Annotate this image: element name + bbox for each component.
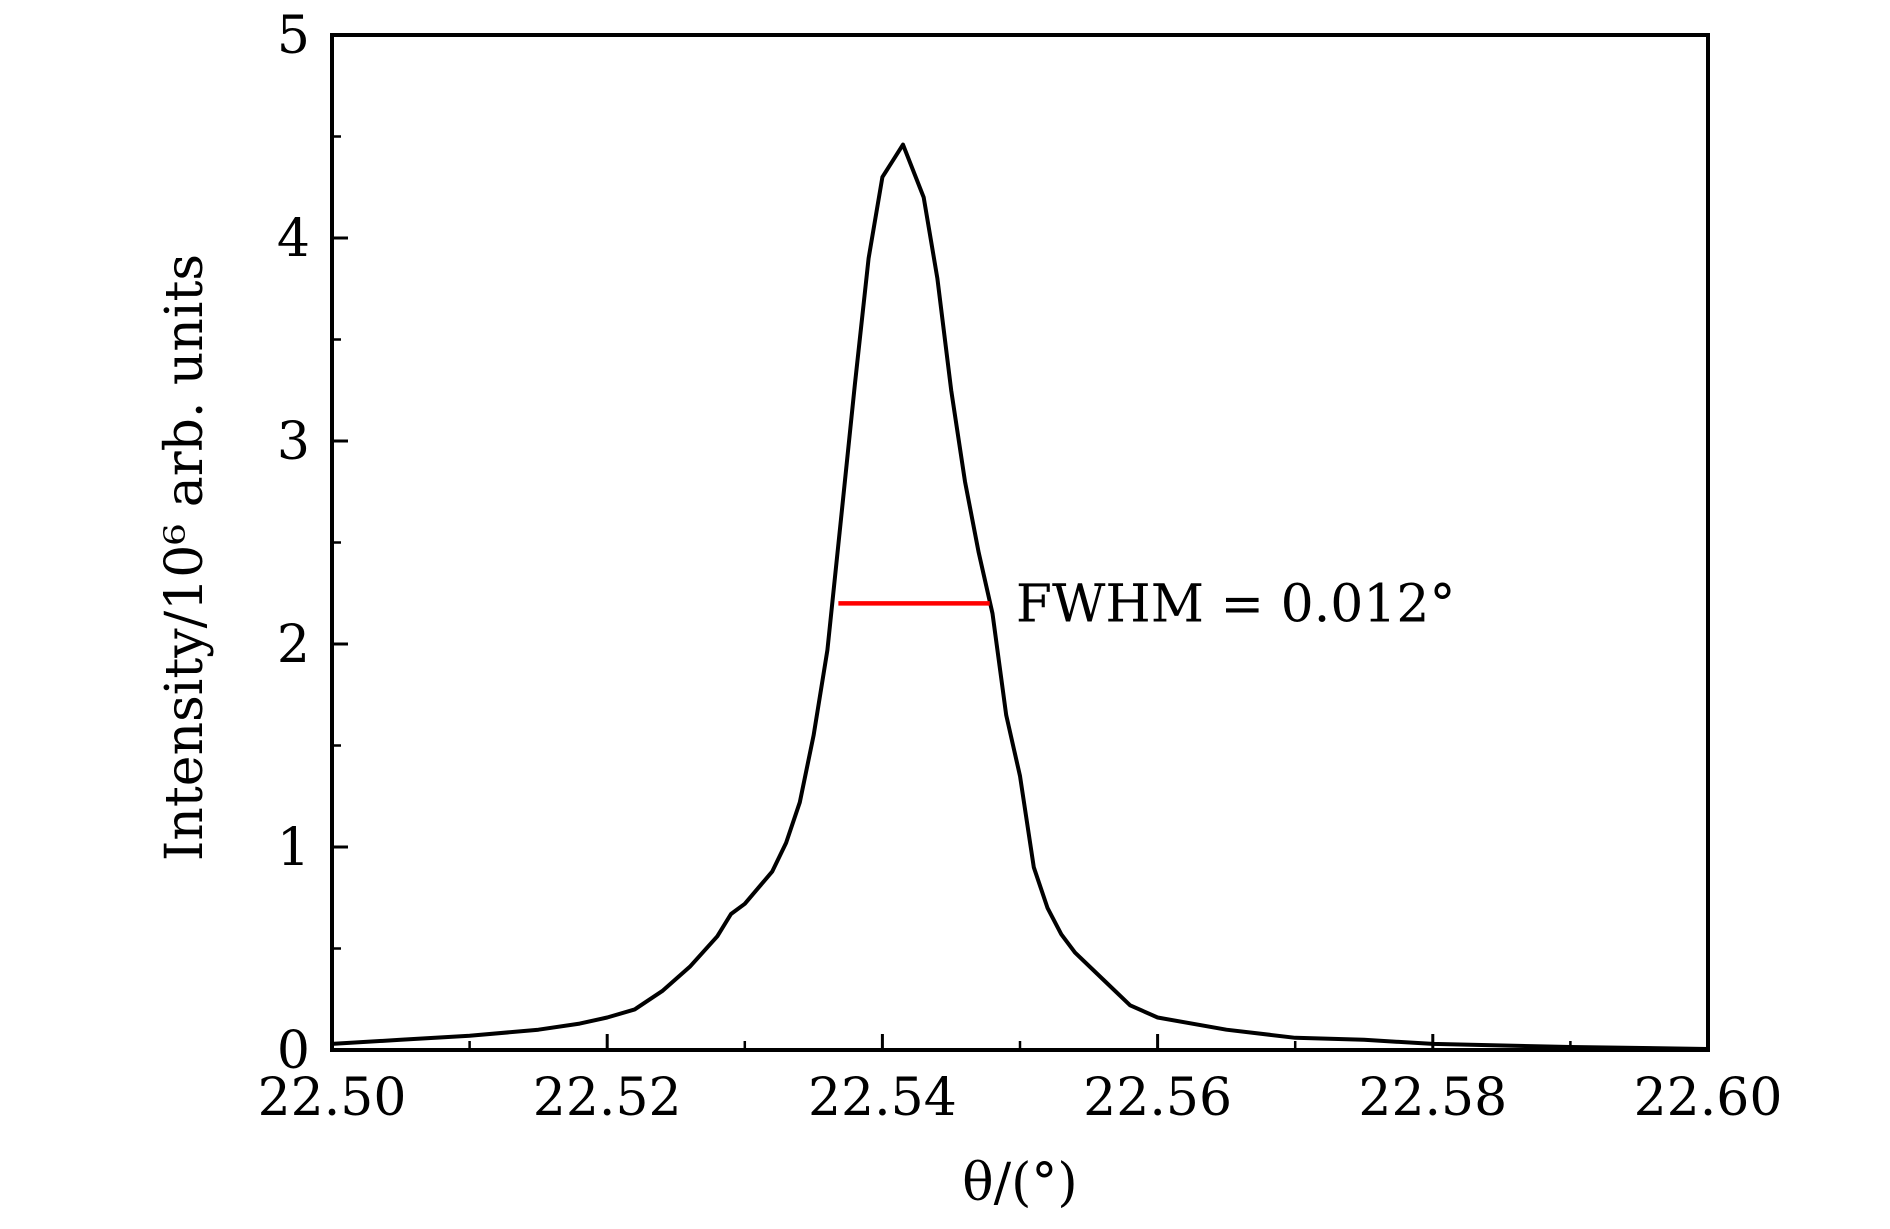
x-tick-label: 22.60 — [1634, 1068, 1783, 1128]
y-tick-label: 2 — [277, 615, 310, 675]
fwhm-annotation: FWHM = 0.012° — [1016, 574, 1456, 634]
major-ticks — [330, 33, 1710, 1052]
y-tick-label: 5 — [277, 6, 310, 66]
y-tick-label: 0 — [277, 1021, 310, 1081]
x-tick-label: 22.50 — [258, 1068, 407, 1128]
x-tick-labels: 22.50 22.52 22.54 22.56 22.58 22.60 — [258, 1068, 1783, 1128]
x-axis-label: θ/(°) — [962, 1153, 1077, 1213]
series-line — [331, 142, 1709, 1051]
y-tick-label: 1 — [277, 818, 310, 878]
plot-frame — [330, 33, 1710, 1052]
y-tick-label: 4 — [277, 209, 310, 269]
x-tick-label: 22.56 — [1083, 1068, 1232, 1128]
y-tick-labels: 0 1 2 3 4 5 — [277, 6, 310, 1081]
x-tick-label: 22.52 — [533, 1068, 682, 1128]
series-layer — [331, 142, 1709, 1051]
x-tick-label: 22.58 — [1358, 1068, 1507, 1128]
y-tick-label: 3 — [277, 412, 310, 472]
x-tick-label: 22.54 — [808, 1068, 957, 1128]
y-axis-label: Intensity/10⁶ arb. units — [155, 254, 215, 861]
